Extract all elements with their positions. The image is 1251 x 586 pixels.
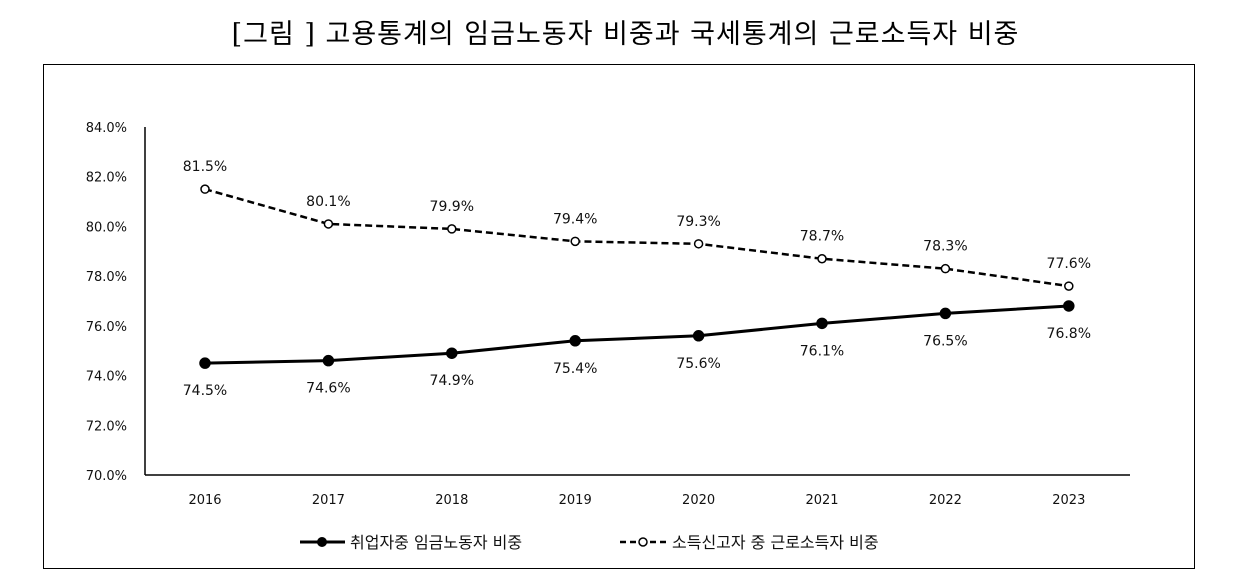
data-point bbox=[1064, 281, 1074, 291]
data-point bbox=[570, 236, 580, 247]
legend-marker-2 bbox=[638, 537, 648, 547]
data-point bbox=[939, 307, 952, 320]
series-line-1 bbox=[204, 304, 1069, 365]
data-point bbox=[692, 330, 705, 342]
y-tick-label: 80.0% bbox=[86, 220, 127, 235]
x-tick-label: 2023 bbox=[1052, 493, 1085, 508]
data-label: 76.1% bbox=[800, 343, 844, 359]
y-tick-label: 70.0% bbox=[86, 469, 127, 484]
data-label: 75.6% bbox=[676, 356, 720, 372]
data-point bbox=[200, 184, 210, 194]
x-tick-label: 2021 bbox=[805, 493, 838, 508]
data-label: 78.3% bbox=[923, 239, 967, 255]
y-tick-label: 82.0% bbox=[86, 171, 127, 186]
data-point bbox=[817, 253, 827, 264]
data-point bbox=[323, 219, 334, 229]
data-point bbox=[693, 239, 704, 249]
data-point bbox=[199, 357, 211, 369]
data-label: 74.6% bbox=[306, 381, 350, 397]
data-label: 79.3% bbox=[676, 214, 720, 230]
y-tick-label: 72.0% bbox=[86, 419, 127, 434]
y-tick-label: 76.0% bbox=[86, 320, 127, 335]
x-tick-label: 2022 bbox=[929, 493, 962, 508]
data-label: 79.9% bbox=[430, 199, 474, 215]
data-point bbox=[1063, 300, 1075, 312]
data-label: 81.5% bbox=[183, 159, 227, 175]
data-point bbox=[447, 224, 457, 234]
chart-title: [그림 ] 고용통계의 임금노동자 비중과 국세통계의 근로소득자 비중 bbox=[231, 19, 1020, 50]
data-label: 78.7% bbox=[800, 229, 844, 245]
data-label: 75.4% bbox=[553, 361, 597, 377]
data-point bbox=[446, 347, 458, 359]
data-point bbox=[940, 263, 951, 274]
data-label: 80.1% bbox=[306, 194, 350, 210]
y-tick-label: 74.0% bbox=[86, 370, 127, 385]
data-label: 74.5% bbox=[183, 383, 227, 399]
series-line-2 bbox=[204, 187, 1069, 288]
legend-label-2: 소득신고자 중 근로소득자 비중 bbox=[672, 533, 879, 552]
data-point bbox=[816, 317, 828, 330]
legend-label-1: 취업자중 임금노동자 비중 bbox=[350, 533, 522, 552]
y-tick-label: 78.0% bbox=[86, 270, 127, 285]
chart-frame bbox=[43, 64, 1195, 569]
data-point bbox=[569, 335, 581, 347]
data-point bbox=[322, 354, 335, 367]
x-tick-label: 2019 bbox=[559, 493, 592, 508]
data-label: 76.8% bbox=[1047, 326, 1091, 342]
x-tick-label: 2020 bbox=[682, 493, 715, 508]
data-label: 76.5% bbox=[923, 333, 967, 349]
legend-marker-1 bbox=[317, 537, 327, 547]
x-tick-label: 2017 bbox=[312, 493, 345, 508]
y-tick-label: 84.0% bbox=[86, 121, 127, 136]
data-label: 79.4% bbox=[553, 211, 597, 227]
x-tick-label: 2016 bbox=[188, 493, 221, 508]
data-label: 74.9% bbox=[430, 373, 474, 389]
data-label: 77.6% bbox=[1047, 256, 1091, 272]
x-tick-label: 2018 bbox=[435, 493, 468, 508]
